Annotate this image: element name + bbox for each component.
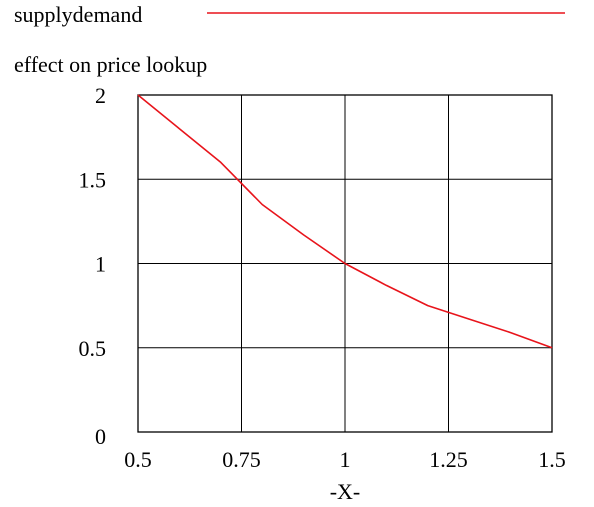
x-tick-label: 1.5 (538, 447, 566, 472)
y-tick-labels: 0 0.5 1 1.5 2 (79, 83, 107, 449)
x-axis-label: -X- (330, 479, 361, 504)
y-tick-label: 1.5 (79, 167, 107, 192)
x-tick-label: 1 (340, 447, 351, 472)
plot-frame (137, 94, 553, 433)
y-tick-label: 0.5 (79, 336, 107, 361)
x-tick-label: 0.75 (222, 447, 261, 472)
chart-title: effect on price lookup (14, 52, 207, 77)
x-tick-label: 1.25 (429, 447, 468, 472)
series-layer (137, 94, 553, 349)
y-tick-label: 2 (95, 83, 106, 108)
y-tick-label: 0 (95, 424, 106, 449)
legend: supplydemand (14, 2, 565, 27)
legend-label-supplydemand: supplydemand (14, 2, 142, 27)
series-line-supplydemand (137, 94, 553, 349)
y-tick-label: 1 (95, 252, 106, 277)
x-tick-label: 0.5 (124, 447, 152, 472)
x-tick-labels: 0.5 0.75 1 1.25 1.5 (124, 447, 566, 472)
